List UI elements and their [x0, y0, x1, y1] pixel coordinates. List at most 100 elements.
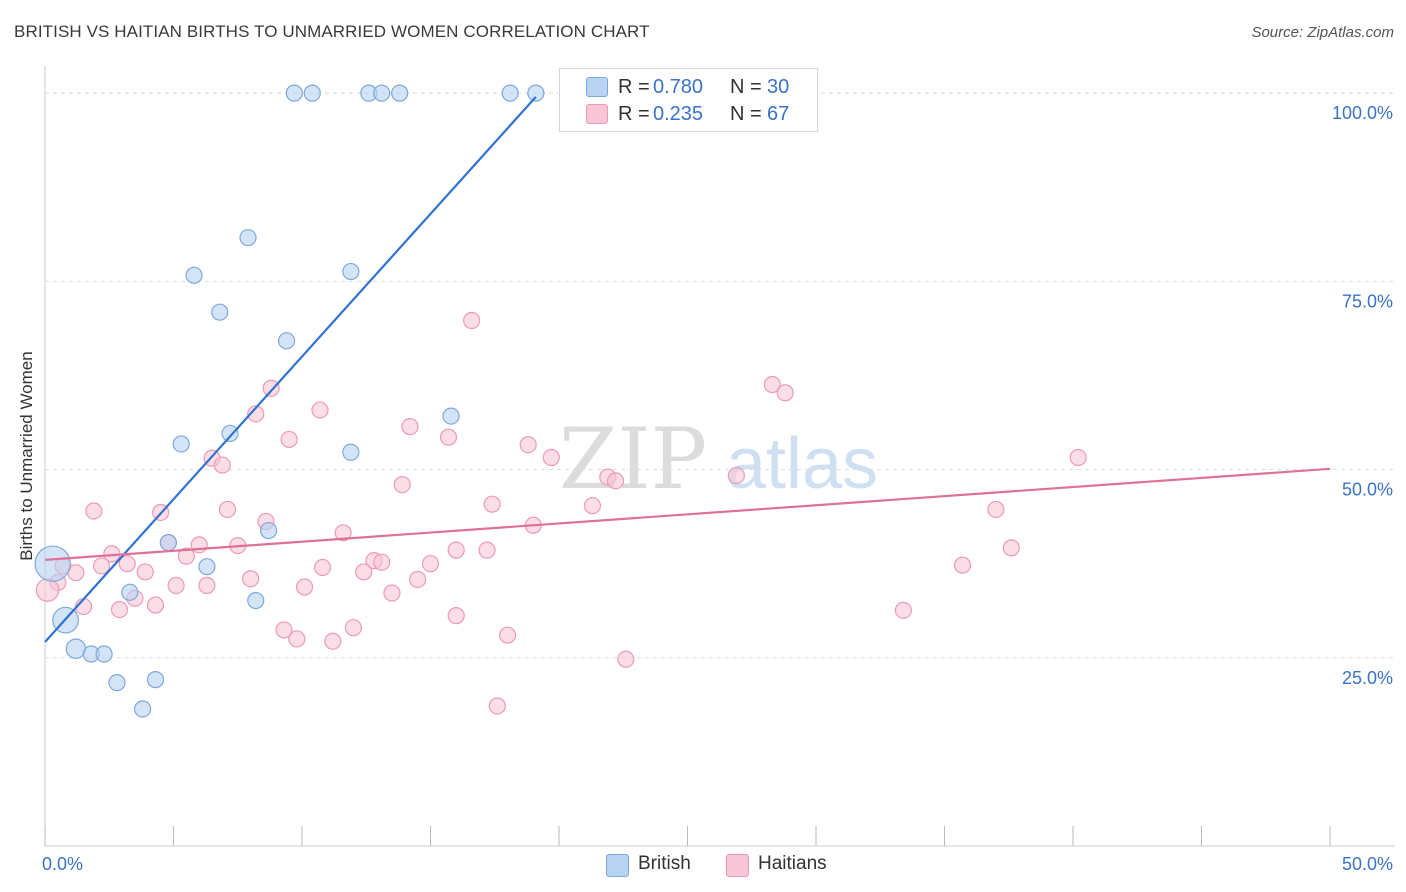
haitian-point-49 [167, 576, 185, 595]
x-tick-label-0: 0.0% [42, 854, 83, 874]
british-n-value: 30 [767, 76, 790, 98]
haitian-point-32 [1002, 539, 1020, 557]
haitians-r-value: 0.235 [653, 103, 704, 125]
watermark: ZIP atlas [559, 410, 878, 508]
x-tick-label-50: 50.0% [1342, 854, 1393, 874]
british-point-17 [259, 521, 278, 540]
british-point-15 [172, 435, 190, 453]
british-point-13 [442, 407, 460, 425]
haitian-point-40 [313, 558, 332, 577]
haitians-legend-label: Haitians [758, 853, 827, 874]
british-point-20 [34, 545, 71, 582]
haitian-point-5 [247, 405, 265, 423]
y-tick-label-25: 25.0% [1342, 668, 1393, 688]
haitian-point-65 [617, 650, 635, 668]
haitian-point-50 [198, 576, 216, 595]
british-point-14 [221, 424, 239, 443]
british-point-16 [342, 443, 360, 461]
haitians-r-label: R = [618, 103, 650, 125]
haitian-point-11 [542, 448, 560, 467]
haitian-point-41 [953, 556, 972, 574]
british-point-28 [146, 671, 165, 689]
haitian-point-44 [136, 563, 154, 581]
legend-row-british: R = 0.780 N = 30 [560, 73, 817, 99]
haitian-point-0 [463, 311, 481, 330]
legend-row-haitians: R = 0.235 N = 67 [560, 100, 817, 126]
british-point-24 [65, 638, 87, 659]
y-tick-label-75: 75.0% [1342, 291, 1393, 311]
chart-title: BRITISH VS HAITIAN BIRTHS TO UNMARRIED W… [14, 22, 650, 41]
haitian-point-51 [295, 578, 314, 596]
british-point-4 [391, 84, 409, 102]
haitian-point-12 [1069, 448, 1087, 467]
haitian-point-18 [85, 502, 103, 520]
tick-labels: 25.0% 50.0% 75.0% 100.0% 0.0% 50.0% [42, 103, 1393, 874]
british-point-10 [342, 262, 360, 281]
british-point-1 [303, 84, 321, 102]
british-point-12 [277, 332, 296, 350]
haitian-point-36 [92, 557, 111, 575]
british-point-3 [373, 84, 391, 102]
haitian-point-66 [488, 697, 506, 715]
watermark-atlas: atlas [726, 424, 878, 504]
british-point-19 [198, 558, 216, 576]
haitian-point-64 [499, 626, 517, 644]
haitian-point-16 [727, 466, 745, 485]
source-credit: Source: ZipAtlas.com [1251, 24, 1394, 41]
british-point-18 [159, 533, 177, 552]
haitian-point-7 [439, 428, 458, 446]
british-swatch [586, 77, 608, 97]
haitian-point-23 [987, 500, 1005, 519]
haitian-point-34 [177, 547, 195, 565]
british-point-9 [185, 266, 203, 284]
trend-lines [44, 96, 1331, 643]
haitian-point-4 [311, 401, 329, 419]
haitian-point-1 [763, 375, 781, 394]
stats-legend: R = 0.780 N = 30 R = 0.235 N = 67 [559, 68, 818, 132]
haitian-point-26 [334, 524, 352, 542]
haitian-point-13 [213, 456, 231, 474]
haitian-point-57 [110, 600, 129, 619]
british-points [34, 84, 735, 718]
haitian-point-17 [393, 476, 411, 494]
haitian-point-39 [421, 555, 440, 573]
haitians-n-value: 67 [767, 103, 790, 125]
haitian-point-61 [344, 619, 362, 637]
haitian-point-46 [242, 570, 260, 588]
haitian-points [35, 311, 1087, 715]
axes [44, 66, 1395, 847]
haitians-legend-swatch [726, 854, 749, 877]
haitian-point-60 [275, 621, 293, 639]
british-point-29 [134, 700, 152, 718]
haitian-point-15 [606, 472, 625, 490]
haitian-point-59 [447, 607, 465, 625]
haitians-swatch [586, 104, 608, 124]
british-point-27 [108, 674, 126, 692]
british-point-8 [239, 229, 257, 247]
haitian-point-58 [894, 601, 912, 619]
haitian-point-63 [324, 632, 342, 650]
haitian-point-47 [409, 570, 427, 589]
haitian-point-35 [118, 555, 136, 573]
british-point-21 [121, 583, 139, 601]
y-tick-label-50: 50.0% [1342, 480, 1393, 500]
british-legend-label: British [638, 853, 691, 874]
haitian-point-31 [478, 541, 496, 559]
british-point-26 [95, 645, 113, 663]
haitian-point-3 [262, 379, 280, 397]
british-point-11 [211, 303, 229, 321]
haitian-point-45 [355, 563, 373, 581]
y-tick-label-100: 100.0% [1332, 103, 1393, 123]
haitian-point-38 [373, 553, 391, 571]
haitian-point-52 [35, 578, 60, 602]
haitian-point-56 [146, 596, 165, 614]
haitian-point-2 [776, 384, 794, 402]
haitian-point-62 [288, 630, 306, 648]
haitian-point-6 [401, 418, 419, 436]
haitian-point-9 [519, 436, 537, 454]
british-trend-line [44, 96, 537, 643]
british-r-label: R = [618, 76, 650, 98]
haitian-point-20 [218, 500, 237, 519]
british-point-0 [285, 84, 303, 102]
